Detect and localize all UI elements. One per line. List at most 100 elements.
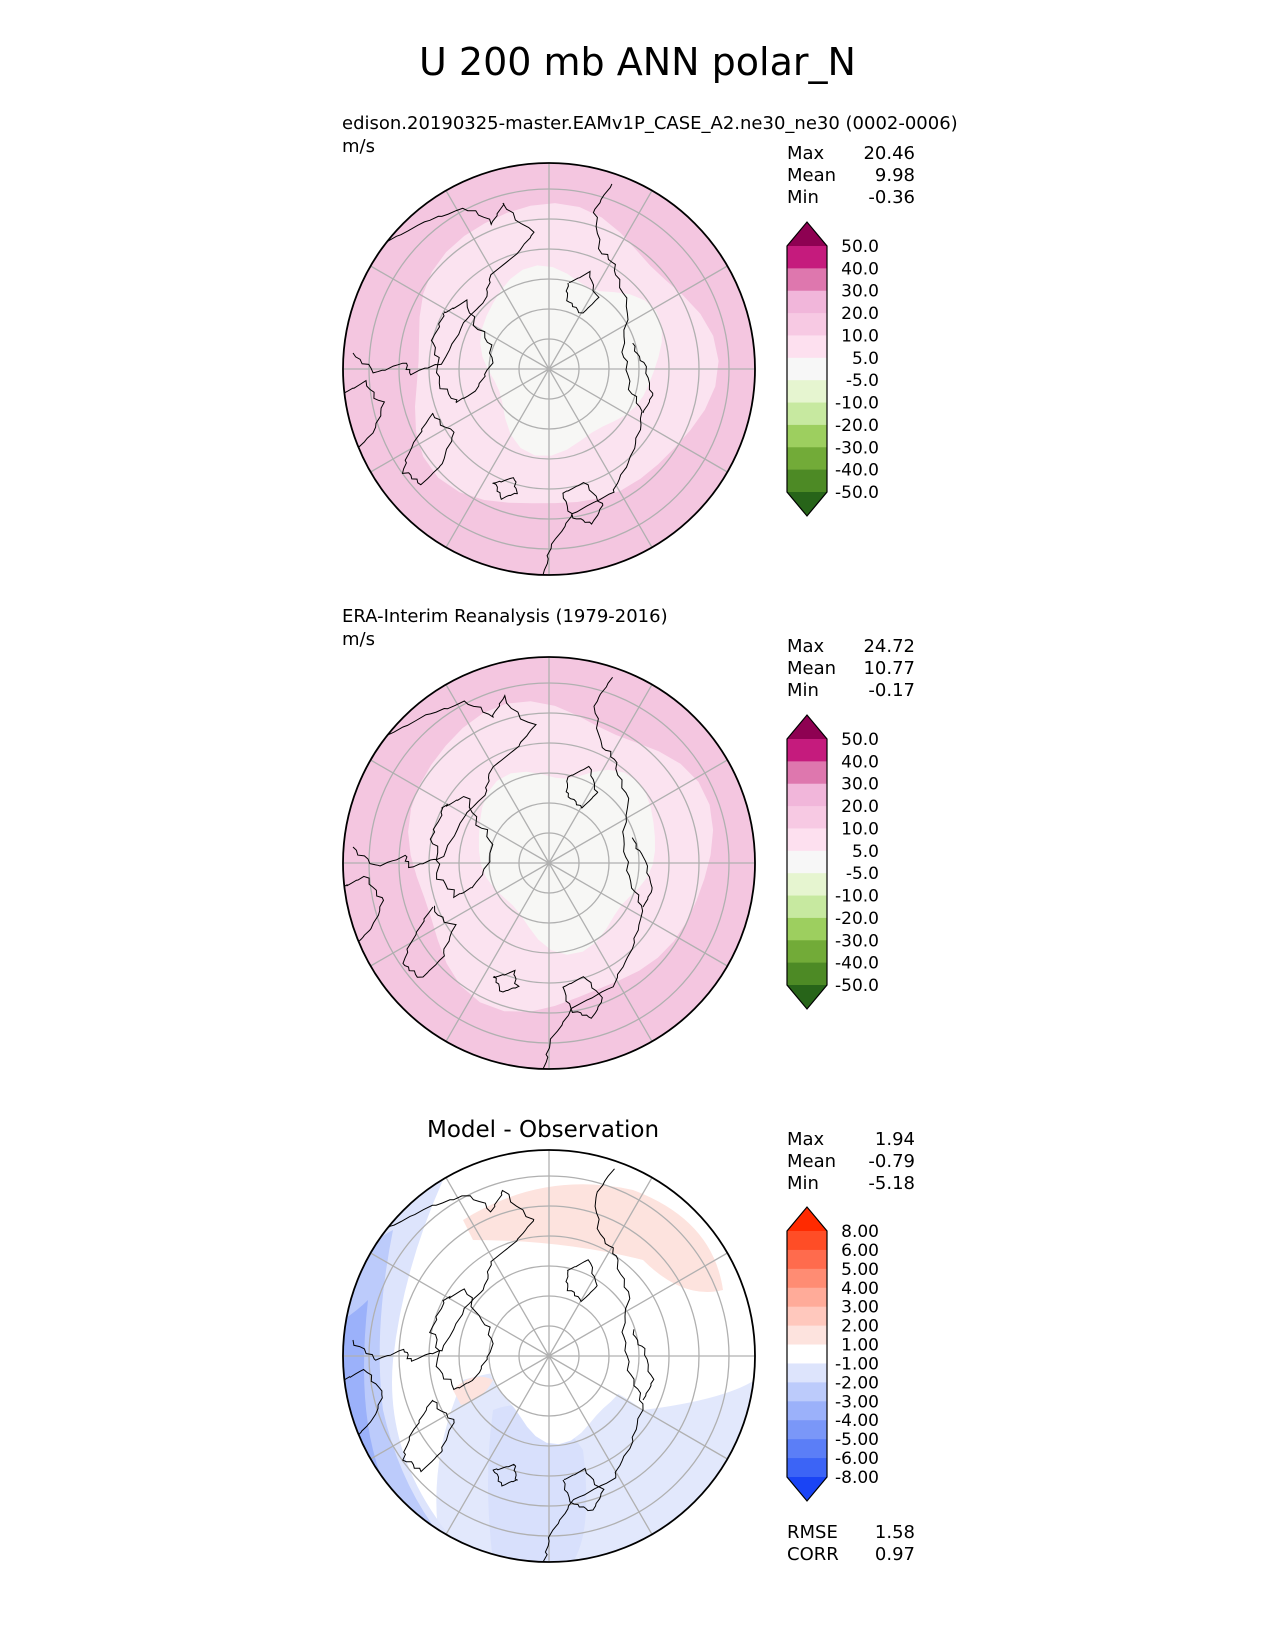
stat-label: Min — [787, 187, 819, 208]
colorbar-tick-label: 3.00 — [841, 1298, 879, 1318]
colorbar-segment — [787, 402, 827, 426]
colorbar-tick-label: 6.00 — [841, 1241, 879, 1261]
meridian-line — [370, 265, 550, 370]
panel-difference-map — [342, 1149, 756, 1563]
colorbar-extend-top — [787, 1207, 827, 1231]
colorbar-tick-label: -30.0 — [835, 931, 879, 951]
colorbar-extend-bottom — [787, 985, 827, 1009]
metric-label: CORR — [787, 1544, 839, 1565]
colorbar-segment — [787, 1306, 827, 1327]
colorbar-segment — [787, 828, 827, 852]
colorbar-extend-top — [787, 715, 827, 739]
colorbar-tick-label: -1.00 — [835, 1354, 879, 1374]
colorbar-tick-label: 5.00 — [841, 1260, 879, 1280]
stat-value: -5.18 — [868, 1173, 915, 1194]
coastline-pacific — [344, 379, 386, 454]
colorbar-segment — [787, 873, 827, 897]
meridian-line — [548, 1177, 653, 1357]
colorbar-tick-label: 1.00 — [841, 1336, 879, 1356]
coastline-scandinavia — [562, 1467, 605, 1512]
stat-label: Max — [787, 1129, 825, 1150]
coastline-greenland-south — [402, 1399, 455, 1473]
colorbar-tick-label: 10.0 — [841, 819, 879, 839]
stat-value: -0.79 — [868, 1151, 915, 1172]
meridian-line — [548, 190, 653, 370]
metric-label: RMSE — [787, 1522, 838, 1543]
colorbar-tick-label: 50.0 — [841, 237, 879, 257]
colorbar-segment — [787, 469, 827, 493]
colorbar-segment — [787, 895, 827, 919]
colorbar-tick-label: -20.0 — [835, 909, 879, 929]
colorbar-tick-label: 40.0 — [841, 752, 879, 772]
colorbar-segment — [787, 357, 827, 381]
coastline-greenland-south — [401, 412, 455, 486]
meridian-line — [370, 368, 550, 473]
colorbar-tick-label: -6.00 — [835, 1449, 879, 1469]
panel-reference-stats: Max 24.72 Mean 10.77 Min -0.17 — [787, 636, 915, 702]
stat-label: Min — [787, 1173, 819, 1194]
colorbar-segment — [787, 1268, 827, 1289]
panel-difference-title: Model - Observation — [427, 1117, 660, 1143]
colorbar-tick-label: 20.0 — [841, 304, 879, 324]
map-field — [343, 657, 755, 1069]
coastline-north-america — [352, 202, 535, 376]
stat-label: Max — [787, 636, 825, 657]
graticule — [343, 657, 755, 1069]
map-field — [343, 1150, 755, 1562]
colorbar-extend-bottom — [787, 492, 827, 516]
meridian-line — [445, 1355, 550, 1535]
stat-value: 24.72 — [863, 636, 915, 657]
stat-label: Min — [787, 680, 819, 701]
colorbar-segment — [787, 1420, 827, 1440]
colorbar-segment — [787, 1363, 827, 1383]
stat-label: Mean — [787, 658, 837, 679]
coastline-svalbard — [565, 270, 600, 314]
coastline-north-america — [352, 694, 537, 869]
panel-test-units: m/s — [342, 136, 375, 157]
meridian-line — [548, 759, 728, 864]
colorbar-segment — [787, 1382, 827, 1402]
coastline-novaya-zemlya — [632, 342, 654, 414]
coastline-eurasia — [542, 1168, 644, 1562]
meridian-line — [548, 265, 728, 370]
colorbar-tick-label: 10.0 — [841, 326, 879, 346]
colorbar-segment — [787, 290, 827, 314]
meridian-line — [548, 862, 653, 1042]
panel-difference-stats: Max 1.94 Mean -0.79 Min -5.18 — [787, 1129, 915, 1195]
colorbar-segment — [787, 1231, 827, 1251]
coastline-north-america — [352, 1189, 535, 1362]
coastline-scandinavia — [562, 976, 603, 1019]
panel-test-map — [342, 162, 756, 576]
panel-reference-map — [342, 656, 756, 1070]
colorbar-segment — [787, 1439, 827, 1459]
colorbar-tick-label: -30.0 — [835, 438, 879, 458]
stat-value: -0.17 — [868, 680, 915, 701]
colorbar-outline — [786, 714, 828, 1010]
coastline-svalbard — [565, 1259, 598, 1303]
meridian-line — [548, 368, 653, 548]
colorbar-tick-label: -2.00 — [835, 1373, 879, 1393]
stat-label: Max — [787, 143, 825, 164]
coastline-canadian-archipelago — [429, 1288, 494, 1391]
coastlines — [343, 676, 653, 1069]
colorbar-segment — [787, 917, 827, 941]
meridian-line — [548, 1355, 728, 1460]
coastlines — [344, 183, 654, 575]
meridian-line — [548, 1355, 653, 1535]
colorbar-tick-label: -4.00 — [835, 1411, 879, 1431]
colorbar-tick-label: 8.00 — [841, 1222, 879, 1242]
stat-value: 20.46 — [863, 143, 915, 164]
coastlines — [343, 1168, 655, 1562]
colorbar-segment — [787, 380, 827, 404]
panel-difference-metrics: RMSE 1.58 CORR 0.97 — [787, 1522, 915, 1566]
coastline-iceland — [492, 969, 520, 993]
colorbar-outline — [786, 1206, 828, 1502]
colorbar-tick-label: 20.0 — [841, 797, 879, 817]
panel-reference-colorbar: 50.040.0 30.020.010.0 5.0-5.0 -10.0-20.0-30… — [786, 714, 879, 1010]
meridian-line — [548, 684, 653, 864]
coastline-iceland — [492, 477, 518, 501]
colorbar-extend-bottom — [787, 1477, 827, 1501]
colorbar-segment — [787, 1325, 827, 1346]
meridian-line — [548, 368, 728, 473]
meridian-line — [370, 862, 550, 967]
